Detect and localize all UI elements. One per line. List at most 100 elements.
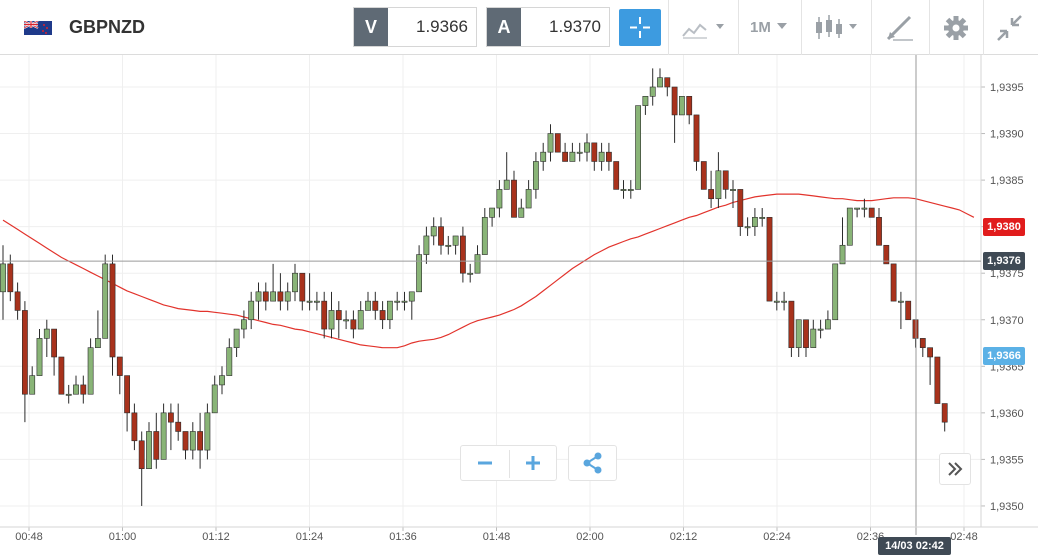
candle-up	[328, 291, 335, 339]
toolbar-divider	[801, 0, 802, 55]
candle-body	[386, 300, 393, 321]
gear-icon	[944, 16, 968, 40]
candle-body	[795, 319, 802, 348]
price-tick-label: 1,9395	[990, 82, 1024, 94]
instrument-symbol[interactable]: GBPNZD	[69, 17, 145, 37]
sell-price-button[interactable]: V 1.9366	[353, 7, 477, 47]
candle-down	[868, 207, 875, 218]
candle-up	[817, 319, 824, 339]
gb-nz-flag-icon	[24, 21, 52, 35]
candle-up	[394, 291, 401, 311]
price-tick-label: 1,9375	[990, 268, 1024, 280]
drawing-tools-button[interactable]	[873, 0, 927, 55]
candle-body	[540, 151, 547, 162]
candle-up	[744, 217, 751, 236]
time-tick-label: 02:24	[763, 531, 791, 543]
candle-body	[189, 431, 196, 451]
candle-up	[897, 291, 904, 330]
chart-type-button[interactable]	[676, 0, 736, 55]
candle-up	[313, 291, 320, 311]
candle-up	[306, 273, 313, 311]
candle-down	[277, 273, 284, 311]
candle-down	[299, 272, 306, 311]
candle-body	[627, 189, 634, 191]
time-tick-label: 01:00	[109, 531, 137, 543]
ma-price-tag: 1,9380	[983, 217, 1025, 236]
candle-body	[810, 328, 817, 348]
candle-down	[197, 412, 203, 469]
candle-up	[832, 263, 839, 321]
candle-up	[36, 329, 43, 376]
drawing-tools-icon	[886, 15, 913, 41]
candle-body	[744, 226, 751, 229]
chevron-down-icon	[777, 23, 787, 29]
buy-price-button[interactable]: A 1.9370	[486, 7, 610, 47]
candle-body	[306, 300, 313, 303]
zoom-in-button[interactable]	[510, 446, 556, 480]
candle-body	[394, 300, 401, 303]
candle-up	[467, 263, 474, 283]
time-tick-label: 02:36	[857, 531, 885, 543]
candle-body	[890, 263, 897, 302]
candle-body	[868, 207, 875, 218]
candle-down	[613, 161, 620, 190]
candle-up	[657, 68, 663, 88]
candle-body	[241, 319, 247, 330]
candle-up	[445, 235, 452, 255]
candle-body	[430, 226, 437, 237]
candle-down	[686, 96, 693, 125]
candle-up	[452, 235, 459, 255]
candle-up	[518, 198, 525, 218]
share-button[interactable]	[568, 445, 617, 481]
toolbar-divider	[871, 0, 872, 55]
candlestick-series	[0, 68, 948, 506]
settings-button[interactable]	[931, 0, 981, 55]
candle-body	[635, 105, 641, 190]
candle-body	[598, 151, 605, 162]
candle-down	[51, 328, 57, 376]
candle-body	[233, 328, 240, 348]
candle-down	[438, 217, 444, 255]
candle-body	[65, 393, 72, 396]
candle-body	[854, 207, 860, 210]
candle-body	[511, 179, 517, 218]
candle-down	[803, 319, 809, 357]
candle-up	[160, 403, 167, 460]
crosshair-button[interactable]	[619, 9, 661, 46]
candle-body	[730, 189, 736, 191]
candle-body	[109, 263, 116, 358]
candle-body	[73, 384, 79, 395]
candle-body	[788, 300, 795, 348]
moving-average-line	[2, 193, 975, 349]
candle-body	[905, 300, 912, 321]
candle-down	[379, 301, 386, 330]
candle-body	[153, 431, 160, 460]
time-tick-label: 02:00	[576, 531, 604, 543]
scroll-to-latest-button[interactable]	[939, 453, 971, 485]
candle-down	[262, 282, 269, 311]
price-axis: 1,9395 1,9390 1,9385 1,9380 1,9375 1,9370 1,93…	[0, 55, 1024, 535]
price-tick-label: 1,9355	[990, 454, 1024, 466]
timeframe-dropdown[interactable]	[740, 0, 800, 55]
chart-type-icon	[682, 23, 724, 39]
candle-up	[532, 152, 539, 199]
candle-body	[58, 356, 65, 395]
toolbar-divider	[738, 0, 739, 55]
candle-up	[481, 208, 488, 255]
price-chart[interactable]: 1,9395 1,9390 1,9385 1,9380 1,9375 1,9370 1,93…	[0, 55, 1038, 558]
zoom-controls	[460, 445, 557, 481]
zoom-out-button[interactable]	[461, 446, 509, 480]
candle-body	[328, 310, 335, 330]
time-tick-label: 01:48	[483, 531, 511, 543]
candle-style-button[interactable]	[803, 0, 869, 55]
chart-toolbar: GBPNZD V 1.9366 A 1.9370 1M	[0, 0, 1038, 55]
candle-body	[7, 263, 14, 293]
collapse-button[interactable]	[985, 0, 1035, 55]
candle-up	[284, 282, 291, 311]
candle-body	[766, 217, 773, 302]
candle-body	[131, 412, 138, 442]
candle-body	[87, 347, 94, 395]
candle-body	[51, 328, 57, 358]
candle-up	[87, 338, 94, 395]
candle-body	[700, 161, 707, 190]
